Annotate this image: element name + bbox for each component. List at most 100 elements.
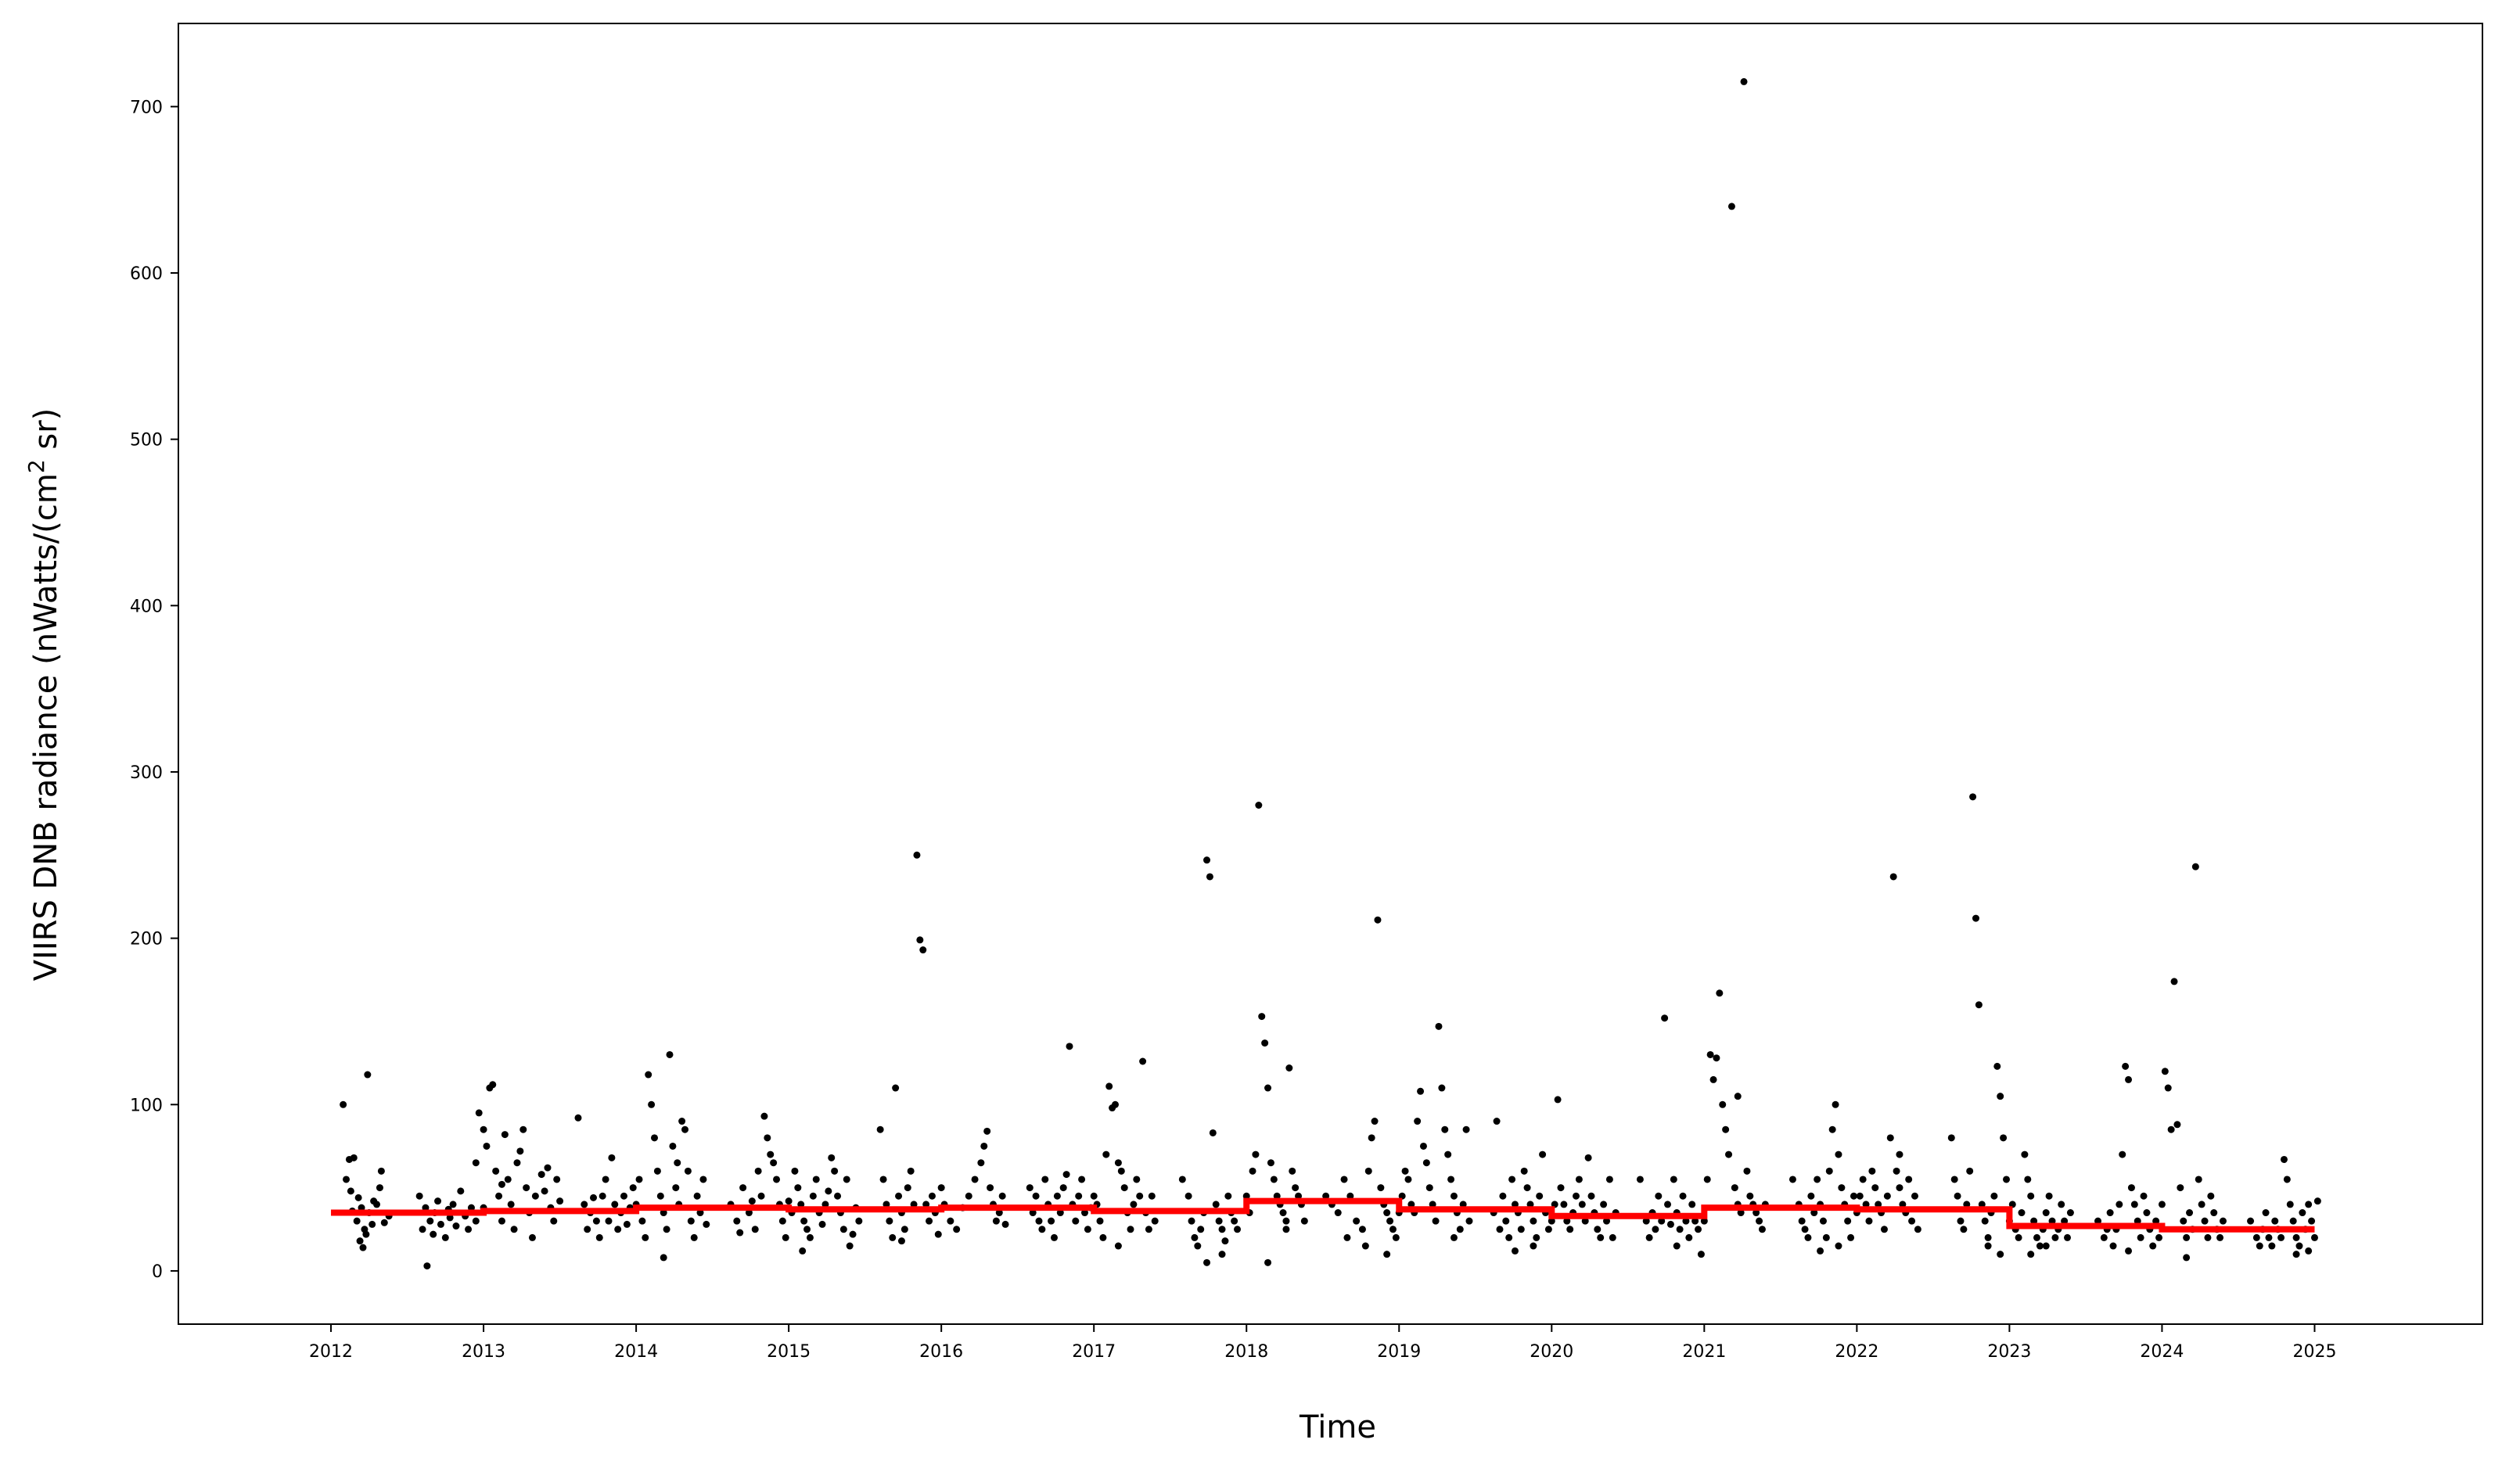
data-point [1597,1233,1605,1241]
data-point [1664,1201,1672,1208]
data-point [760,1112,768,1120]
data-point [2164,1084,2172,1092]
y-tick-label: 400 [130,597,163,616]
data-point [800,1217,808,1225]
data-point [1673,1242,1681,1250]
data-point [1194,1242,1202,1250]
data-point [1883,1192,1891,1200]
data-point [635,1176,643,1183]
data-point [642,1233,649,1241]
data-point [2170,978,2178,985]
data-point [1502,1217,1510,1225]
data-point [1966,1167,1974,1175]
data-point [2313,1197,2321,1205]
data-point [977,1159,985,1167]
data-point [347,1187,354,1195]
data-point [516,1147,524,1155]
data-point [1499,1192,1507,1200]
data-point [1682,1217,1690,1225]
data-point [1441,1125,1449,1133]
data-point [773,1176,781,1183]
data-point [1752,1209,1760,1217]
data-point [1218,1251,1226,1258]
data-point [1801,1226,1809,1233]
data-point [687,1217,695,1225]
data-point [1285,1064,1293,1072]
data-point [828,1154,836,1161]
data-point [2002,1176,2010,1183]
data-point [1691,1217,1699,1225]
data-point [2292,1251,2300,1258]
x-tick-label: 2020 [1530,1342,1573,1362]
data-point [1386,1217,1394,1225]
data-point [1206,873,1213,881]
data-point [1221,1237,1229,1245]
data-point [834,1192,842,1200]
data-point [2167,1125,2175,1133]
data-point [1401,1167,1409,1175]
y-tick-label: 200 [130,930,163,949]
data-point [605,1217,613,1225]
data-point [489,1081,497,1089]
data-point [839,1226,847,1233]
data-point [1334,1209,1342,1217]
data-point [1414,1118,1422,1125]
data-point [1032,1192,1040,1200]
data-point [660,1209,667,1217]
data-point [1267,1159,1274,1167]
data-point [1127,1226,1134,1233]
data-point [364,1071,372,1079]
data-point [1713,1054,1720,1062]
data-point [1197,1226,1205,1233]
data-point [1896,1150,1903,1158]
data-point [1722,1125,1730,1133]
data-point [1450,1192,1458,1200]
data-point [1975,1001,1983,1009]
data-point [1493,1118,1501,1125]
data-point [1868,1167,1876,1175]
data-point [1727,203,1735,210]
data-point [656,1192,664,1200]
data-point [1438,1084,1446,1092]
data-point [2183,1254,2191,1262]
data-point [1587,1192,1595,1200]
y-axis-title-suffix: sr) [28,408,64,460]
data-point [1804,1233,1812,1241]
x-tick-label: 2017 [1072,1342,1116,1362]
data-point [1249,1167,1256,1175]
data-point [1505,1233,1513,1241]
data-point [1383,1209,1391,1217]
data-point [1844,1217,1852,1225]
data-point [1600,1201,1608,1208]
data-point [1041,1176,1049,1183]
data-point [1270,1176,1278,1183]
data-point [663,1226,670,1233]
data-point [2018,1209,2026,1217]
data-point [953,1226,961,1233]
data-point [2125,1075,2133,1083]
data-point [980,1142,988,1150]
data-point [581,1201,588,1208]
data-point [629,1184,637,1192]
data-point [472,1159,480,1167]
data-point [666,1050,674,1058]
data-point [599,1192,606,1200]
data-point [764,1134,771,1142]
x-tick-label: 2023 [1987,1342,2031,1362]
data-point [998,1192,1006,1200]
data-point [1191,1233,1199,1241]
data-point [669,1142,677,1150]
data-point [825,1187,832,1195]
data-point [1273,1192,1281,1200]
x-tick-label: 2014 [614,1342,658,1362]
data-point [1050,1233,1058,1241]
data-point [1383,1251,1391,1258]
data-point [498,1180,505,1188]
data-point [2201,1217,2209,1225]
data-point [983,1127,991,1135]
data-point [1084,1226,1091,1233]
data-point [2125,1247,2133,1255]
data-point [1511,1247,1519,1255]
data-point [855,1217,863,1225]
data-point [1282,1226,1290,1233]
